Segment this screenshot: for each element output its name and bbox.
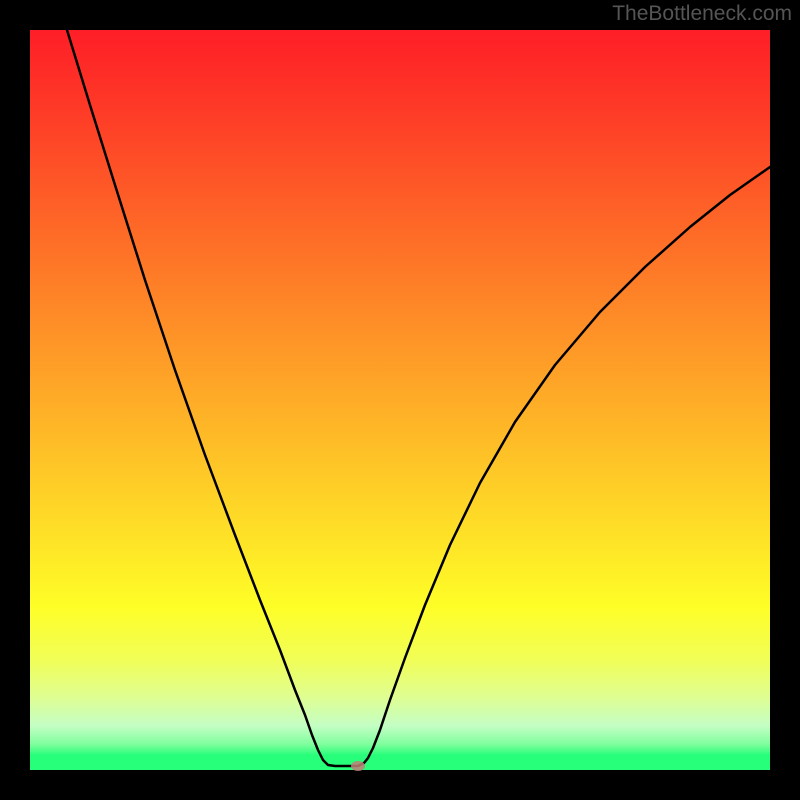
watermark-text: TheBottleneck.com bbox=[612, 2, 792, 26]
bottleneck-chart: TheBottleneck.com bbox=[0, 0, 800, 800]
chart-svg bbox=[0, 0, 800, 800]
plot-background bbox=[30, 30, 770, 770]
optimum-marker bbox=[351, 761, 365, 771]
